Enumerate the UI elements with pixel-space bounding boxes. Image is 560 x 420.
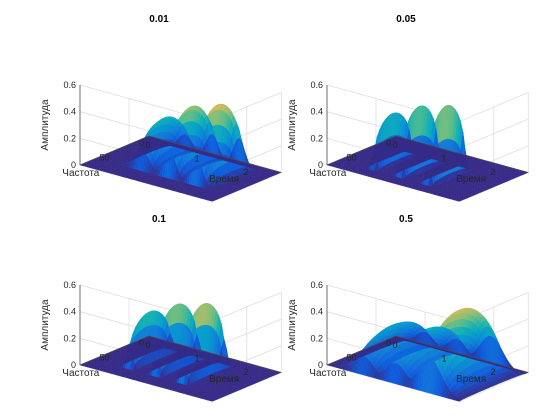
x-tick-label: 1 xyxy=(441,154,446,164)
x-axis-label: Время xyxy=(209,174,239,185)
x-tick-label: 0 xyxy=(392,140,397,150)
x-axis-label: Время xyxy=(456,174,486,185)
z-tick-label: 0.2 xyxy=(63,333,76,343)
chart-panel-1: 01205000.20.40.6ВремяЧастотаАмплитуда0.0… xyxy=(287,14,528,201)
y-tick-label: 0 xyxy=(139,338,144,348)
x-tick-label: 0 xyxy=(145,140,150,150)
x-axis-label: Время xyxy=(209,374,239,385)
y-axis-label: Частота xyxy=(309,168,347,179)
y-tick-label: 50 xyxy=(99,353,109,363)
x-tick-label: 1 xyxy=(194,354,199,364)
y-tick-label: 0 xyxy=(139,138,144,148)
chart-title: 0.01 xyxy=(149,14,169,25)
z-tick-label: 0.6 xyxy=(63,80,76,90)
y-axis-label: Частота xyxy=(62,368,100,379)
y-axis-label: Частота xyxy=(62,168,100,179)
z-tick-label: 0.4 xyxy=(310,107,323,117)
z-axis-label: Амплитуда xyxy=(40,99,51,151)
z-tick-label: 0.4 xyxy=(63,307,76,317)
y-tick-label: 0 xyxy=(386,138,391,148)
z-axis-label: Амплитуда xyxy=(287,99,298,151)
z-tick-label: 0.6 xyxy=(63,280,76,290)
x-tick-label: 2 xyxy=(243,167,248,177)
z-tick-label: 0.4 xyxy=(63,107,76,117)
y-tick-label: 50 xyxy=(346,153,356,163)
x-tick-label: 2 xyxy=(243,367,248,377)
y-tick-label: 50 xyxy=(99,153,109,163)
z-axis-label: Амплитуда xyxy=(40,299,51,351)
x-tick-label: 0 xyxy=(145,340,150,350)
chart-title: 0.05 xyxy=(396,14,416,25)
x-tick-label: 2 xyxy=(490,167,495,177)
x-tick-label: 1 xyxy=(194,154,199,164)
chart-title: 0.1 xyxy=(152,214,166,225)
z-tick-label: 0.2 xyxy=(63,133,76,143)
chart-panel-0: 01205000.20.40.6ВремяЧастотаАмплитуда0.0… xyxy=(40,14,281,201)
z-tick-label: 0.6 xyxy=(310,80,323,90)
z-tick-label: 0.2 xyxy=(310,133,323,143)
